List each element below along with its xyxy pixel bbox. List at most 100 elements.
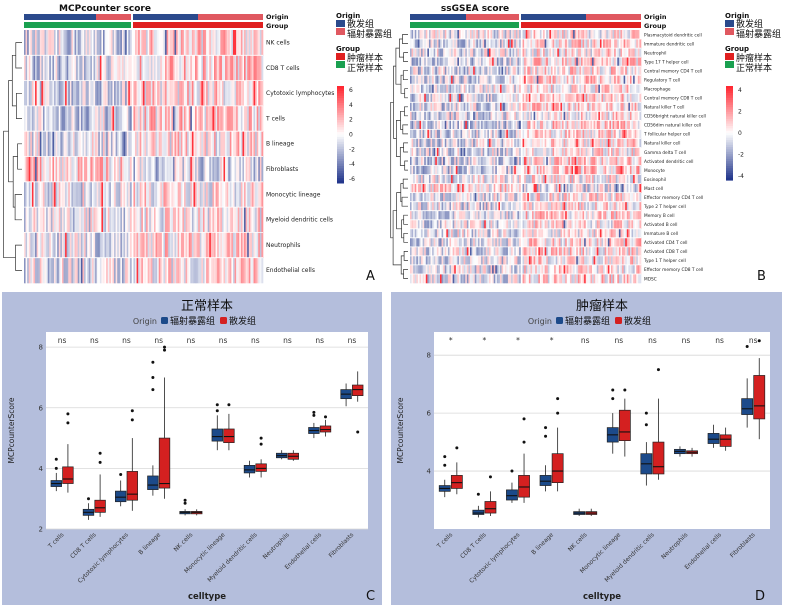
dendrogram-branch — [400, 148, 404, 166]
heatmap-cell — [639, 48, 641, 57]
origin-bar-sporadic — [133, 14, 198, 20]
dendrogram-branch — [403, 179, 408, 188]
color-scale-step — [337, 139, 344, 142]
dendrogram-branch — [404, 143, 408, 152]
origin-bar-sporadic — [410, 14, 466, 20]
dendrogram-branch — [405, 89, 408, 98]
heatmap-cell — [130, 106, 132, 132]
heatmap-cell — [130, 258, 132, 284]
heatmap-cell — [639, 229, 641, 238]
row-label: T cells — [265, 115, 285, 122]
dendrogram-branch — [4, 131, 16, 258]
dendrogram-branch — [402, 197, 408, 206]
heatmap-cell — [639, 184, 641, 193]
heatmap-cell — [639, 157, 641, 166]
heatmap-cell — [519, 93, 521, 102]
heatmap-cell — [639, 193, 641, 202]
heatmap-cell — [261, 106, 263, 132]
color-scale-step — [337, 181, 344, 184]
heatmap-mcpcounter: MCPcounter score Origin Group NK cells CD… — [4, 4, 392, 284]
origin-annotation-label: Origin — [644, 13, 667, 21]
heatmap-cell — [519, 111, 521, 120]
heatmap-cell — [519, 211, 521, 220]
heatmap-cell — [130, 55, 132, 81]
heatmap-cell — [261, 55, 263, 81]
color-scale-tick: -6 — [349, 176, 355, 183]
legend-swatch-radiation — [336, 28, 345, 35]
row-dendrogram — [391, 35, 408, 279]
heatmap-cell — [519, 39, 521, 48]
color-scale-tick: 4 — [349, 102, 353, 109]
row-label: B lineage — [266, 141, 294, 148]
origin-bar-radiation — [586, 14, 641, 20]
heatmap-cell — [519, 166, 521, 175]
heatmap-cell — [519, 202, 521, 211]
color-scale-step — [337, 101, 344, 104]
dendrogram-branch — [404, 269, 408, 278]
heatmap-cell — [639, 66, 641, 75]
legend-item: 辐射暴露组 — [347, 28, 392, 40]
heatmap-cell — [130, 131, 132, 157]
heatmap-cell — [639, 202, 641, 211]
heatmap-cell — [639, 30, 641, 39]
row-label: Myeloid dendritic cells — [266, 217, 333, 224]
legend-item: 肿瘤样本 — [347, 52, 383, 64]
color-scale-tick: 6 — [349, 87, 353, 94]
heatmap-cell — [519, 120, 521, 129]
heatmap-cell — [130, 207, 132, 233]
dendrogram-branch — [16, 93, 22, 118]
origin-bar-radiation — [198, 14, 263, 20]
row-label: NK cells — [266, 39, 290, 46]
row-label: Fibroblasts — [266, 166, 298, 173]
heatmap-cell — [261, 207, 263, 233]
group-bar-normal — [24, 22, 131, 28]
color-scale-step — [337, 176, 344, 179]
heatmap-cell — [519, 229, 521, 238]
dendrogram-branch — [15, 195, 22, 220]
heatmap-cell — [519, 84, 521, 93]
heatmap-cell — [519, 66, 521, 75]
dendrogram-branch — [18, 144, 22, 169]
color-scale-step — [337, 127, 344, 130]
color-scale-tick: 0 — [349, 132, 353, 139]
group-annotation-label: Group — [644, 22, 667, 30]
heatmap-cell — [261, 131, 263, 157]
heatmap-cell — [519, 147, 521, 156]
dendrogram-branch — [404, 251, 408, 260]
heatmap-cell — [261, 232, 263, 258]
heatmap-cell — [519, 48, 521, 57]
heatmap-cell — [519, 102, 521, 111]
legend-group-title: Group — [336, 45, 360, 53]
heatmap-cell — [519, 57, 521, 66]
heatmap-cell — [261, 182, 263, 208]
heatmap-cell — [639, 220, 641, 229]
heatmap-cell — [639, 120, 641, 129]
dendrogram-branch — [403, 71, 408, 80]
row-label: Monocytic lineage — [266, 191, 321, 198]
heatmap-cell — [519, 157, 521, 166]
heatmap-cell — [639, 175, 641, 184]
heatmap-cell — [130, 81, 132, 107]
heatmap-cells — [24, 14, 263, 283]
heatmap-cell — [519, 138, 521, 147]
row-label: Cytotoxic lymphocytes — [266, 90, 334, 97]
color-scale-step — [337, 91, 344, 94]
color-scale-step — [337, 147, 344, 150]
legend-swatch-tumor — [336, 53, 345, 60]
heatmap-cell — [519, 30, 521, 39]
heatmap-cell — [639, 129, 641, 138]
heatmap-ssgsea: ssGSEA score Origin Group Plasmacytoid d… — [391, 4, 781, 284]
heatmap-title: MCPcounter score — [59, 4, 151, 14]
dendrogram-branch — [393, 211, 401, 265]
heatmap-cell — [130, 30, 132, 56]
row-label: CD8 T cells — [266, 65, 300, 72]
heatmap-title: ssGSEA score — [441, 4, 509, 14]
row-labels: NK cells CD8 T cells Cytotoxic lymphocytes… — [265, 39, 334, 274]
heatmap-cell — [261, 30, 263, 56]
legend-origin-title: Origin — [336, 12, 360, 20]
dendrogram-branch — [403, 125, 408, 134]
origin-bar-sporadic — [24, 14, 96, 20]
heatmap-cell — [639, 102, 641, 111]
